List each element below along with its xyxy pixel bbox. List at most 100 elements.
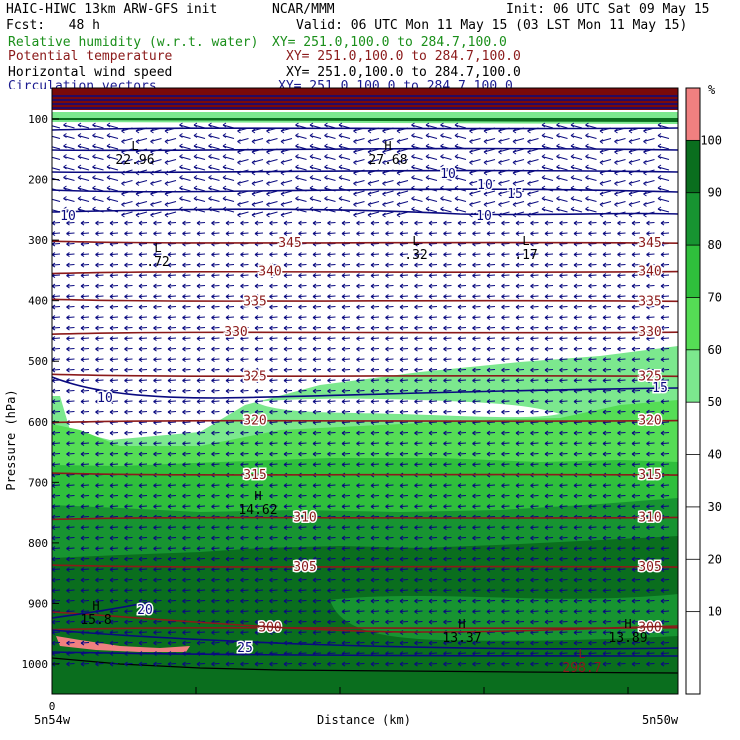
wind-arrow	[95, 306, 104, 308]
wind-arrow	[370, 264, 380, 266]
wind-arrow-head	[153, 231, 157, 237]
hilo-value: .72	[146, 255, 169, 270]
wind-arrow-head	[660, 294, 665, 300]
wind-arrow	[559, 400, 568, 403]
wind-arrow-head	[428, 304, 433, 310]
wind-arrow-head	[153, 367, 157, 373]
wind-arrow	[182, 400, 191, 403]
wind-arrow	[457, 274, 467, 277]
wind-arrow-head	[370, 357, 375, 363]
wind-arrow-head	[646, 336, 650, 342]
wind-arrow-head	[341, 231, 346, 237]
wind-arrow	[367, 159, 380, 163]
wind-arrow	[283, 358, 293, 361]
wind-arrow-head	[251, 181, 256, 186]
wind-arrow	[280, 180, 293, 184]
wind-arrow-head	[66, 430, 70, 436]
wind-arrow-head	[341, 325, 346, 331]
wind-arrow	[153, 348, 162, 350]
wind-arrow-head	[367, 202, 372, 207]
wind-arrow	[657, 145, 670, 150]
wind-arrow-head	[617, 231, 621, 237]
wind-arrow	[298, 432, 307, 434]
wind-arrow	[138, 274, 148, 277]
theta-label-right: 315	[638, 468, 661, 483]
wind-arrow-head	[356, 283, 360, 289]
wind-arrow	[588, 316, 597, 319]
wind-arrow	[164, 138, 177, 142]
wind-arrow	[153, 264, 162, 266]
field-theta-xy: XY= 251.0,100.0 to 284.7,100.0	[286, 49, 521, 64]
hilo-value: .17	[514, 248, 537, 263]
wind-arrow	[631, 379, 641, 382]
wind-arrow	[80, 432, 90, 434]
wind-arrow-head	[385, 409, 389, 415]
wind-arrow	[225, 295, 235, 298]
wind-arrow	[486, 285, 496, 287]
wind-arrow-head	[599, 181, 604, 186]
wind-arrow	[501, 421, 510, 424]
wind-arrow	[657, 187, 670, 192]
wind-arrow-head	[109, 378, 114, 384]
wind-arrow	[530, 432, 539, 434]
wind-arrow	[570, 208, 583, 213]
wind-arrow-head	[588, 336, 592, 342]
y-tick-label: 600	[28, 416, 48, 429]
wind-arrow	[211, 390, 220, 392]
wind-arrow-head	[483, 191, 488, 197]
wind-arrow-head	[472, 294, 476, 300]
wind-arrow-head	[312, 430, 317, 436]
wind-arrow	[266, 211, 278, 216]
wind-arrow	[370, 295, 380, 298]
wind-arrow	[269, 253, 278, 256]
wind-arrow	[196, 379, 206, 382]
wind-arrow	[356, 390, 365, 392]
wind-arrow-head	[443, 273, 447, 279]
wind-arrow	[109, 253, 119, 256]
wind-arrow-head	[109, 294, 114, 300]
wind-arrow-head	[356, 325, 360, 331]
wind-arrow	[109, 222, 119, 224]
wind-arrow-head	[63, 154, 67, 159]
wind-arrow	[602, 264, 612, 266]
wind-arrow-head	[167, 357, 172, 363]
wind-arrow-head	[353, 149, 357, 155]
wind-arrow	[472, 400, 481, 403]
wind-arrow	[309, 177, 322, 181]
wind-arrow-head	[443, 441, 447, 447]
wind-arrow	[527, 201, 539, 205]
wind-arrow	[167, 442, 177, 445]
wind-arrow	[443, 390, 452, 392]
wind-arrow-head	[443, 409, 447, 415]
wind-arrow	[602, 253, 612, 256]
wind-arrow	[280, 211, 293, 216]
wind-arrow-head	[602, 262, 607, 268]
wind-arrow-head	[483, 149, 488, 155]
wind-arrow-head	[559, 378, 563, 384]
wind-arrow-head	[254, 220, 259, 226]
wind-arrow-head	[295, 154, 299, 159]
wind-arrow	[541, 135, 554, 139]
wind-arrow	[222, 166, 235, 171]
wind-arrow	[63, 177, 75, 181]
wind-arrow-head	[208, 143, 212, 149]
wind-arrow-head	[585, 133, 589, 138]
wind-arrow	[167, 274, 177, 277]
wind-arrow	[312, 316, 322, 319]
wind-arrow-head	[193, 133, 198, 138]
wind-arrow	[469, 159, 481, 163]
wind-arrow-head	[298, 451, 302, 457]
wind-arrow	[457, 369, 467, 371]
wind-arrow	[367, 211, 380, 216]
wind-arrow-head	[443, 231, 447, 237]
wind-arrow-head	[443, 252, 447, 258]
wind-arrow	[52, 156, 61, 160]
wind-arrow-head	[109, 451, 114, 457]
wind-arrow-head	[454, 154, 459, 159]
wind-arrow	[501, 285, 510, 287]
wind-arrow-head	[80, 262, 85, 268]
wind-arrow	[530, 306, 539, 308]
wind-arrow-head	[588, 262, 592, 268]
wind-arrow-head	[269, 357, 273, 363]
